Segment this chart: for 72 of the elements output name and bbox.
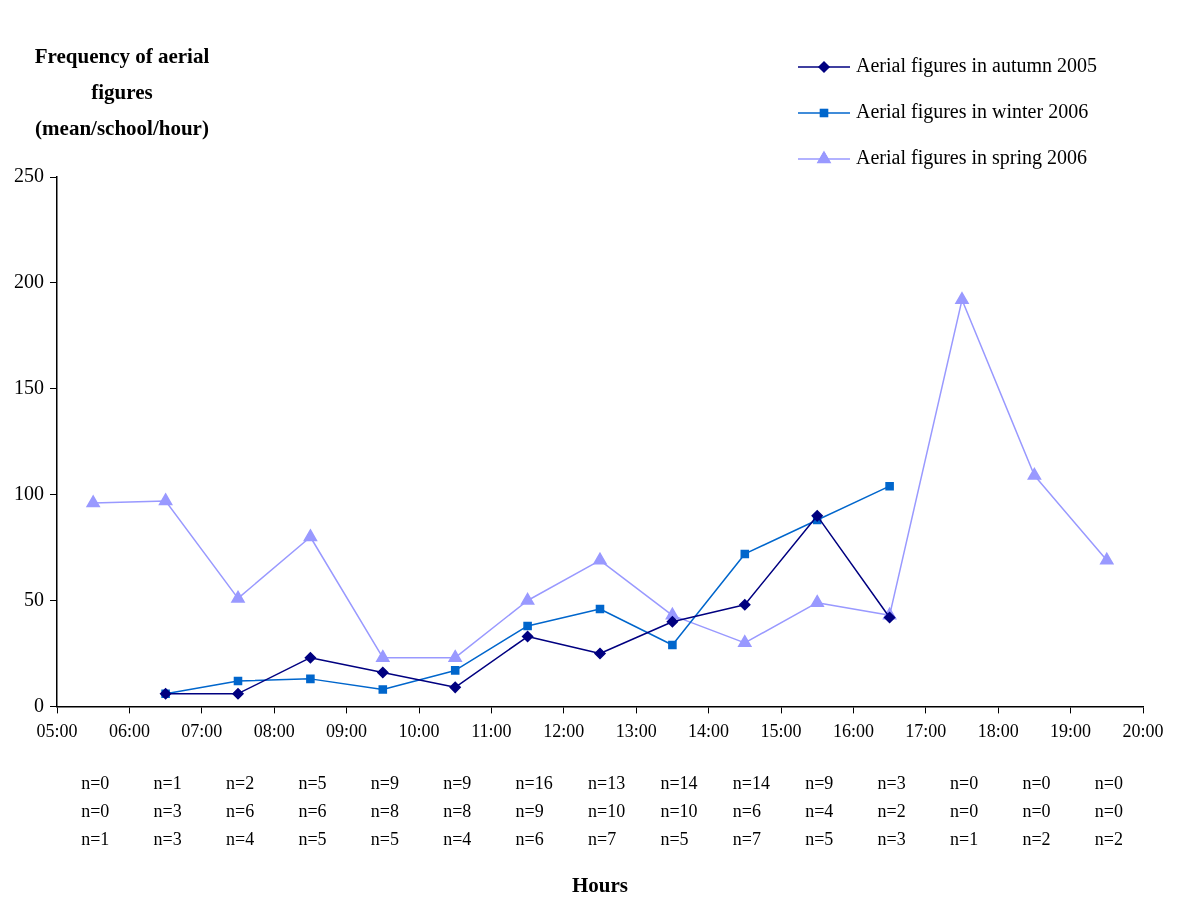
text: n=5: [298, 828, 327, 849]
x-tick-label: 19:00: [1050, 720, 1092, 741]
text: n=3: [153, 828, 182, 849]
x-tick-label: 08:00: [253, 720, 295, 741]
y-tick-label: 50: [24, 587, 44, 610]
text: n=14: [732, 772, 770, 793]
legend-label: Aerial figures in spring 2006: [856, 146, 1088, 170]
legend-label: Aerial figures in winter 2006: [856, 100, 1089, 124]
text: n=7: [588, 828, 617, 849]
text: n=2: [1022, 828, 1051, 849]
y-tick-label: 0: [34, 693, 44, 716]
x-tick-label: 11:00: [471, 720, 512, 741]
y-tick-label: 200: [14, 270, 44, 293]
text: n=9: [515, 800, 544, 821]
text: n=3: [877, 772, 906, 793]
text: n=6: [298, 800, 327, 821]
x-tick-label: 06:00: [108, 720, 150, 741]
text: n=0: [950, 800, 979, 821]
text: n=8: [443, 800, 472, 821]
text: n=10: [588, 800, 626, 821]
text: Hours: [571, 873, 629, 898]
text: n=8: [370, 800, 399, 821]
x-tick-label: 10:00: [398, 720, 440, 741]
text: n=2: [226, 772, 255, 793]
text: n=0: [1022, 772, 1051, 793]
text: n=10: [660, 800, 698, 821]
legend-label: Aerial figures in autumn 2005: [856, 54, 1098, 78]
x-tick-label: 13:00: [615, 720, 657, 741]
text: n=0: [1094, 800, 1123, 821]
text: n=0: [950, 772, 979, 793]
text: n=13: [588, 772, 626, 793]
text: n=0: [1094, 772, 1123, 793]
text: n=5: [660, 828, 689, 849]
text: n=0: [81, 772, 110, 793]
y-tick-label: 250: [14, 164, 44, 187]
y-tick-label: 150: [14, 376, 44, 399]
text: n=7: [732, 828, 761, 849]
text: n=1: [81, 828, 110, 849]
text: n=5: [370, 828, 399, 849]
text: n=6: [732, 800, 761, 821]
x-tick-label: 18:00: [977, 720, 1019, 741]
text: n=2: [877, 800, 906, 821]
text: n=5: [805, 828, 834, 849]
x-tick-label: 09:00: [326, 720, 368, 741]
x-tick-label: 20:00: [1122, 720, 1164, 741]
text: n=9: [805, 772, 834, 793]
text: n=9: [443, 772, 472, 793]
x-tick-label: 16:00: [832, 720, 874, 741]
x-tick-label: 07:00: [181, 720, 223, 741]
text: n=1: [950, 828, 979, 849]
text: n=4: [443, 828, 472, 849]
text: n=2: [1094, 828, 1123, 849]
x-tick-label: 14:00: [688, 720, 730, 741]
text: n=14: [660, 772, 698, 793]
x-tick-label: 15:00: [760, 720, 802, 741]
text: n=9: [370, 772, 399, 793]
text: n=0: [1022, 800, 1051, 821]
text: n=16: [515, 772, 553, 793]
x-tick-label: 12:00: [543, 720, 585, 741]
x-tick-label: 05:00: [36, 720, 78, 741]
text: n=6: [515, 828, 544, 849]
text: n=1: [153, 772, 182, 793]
text: n=4: [805, 800, 834, 821]
text: n=6: [226, 800, 255, 821]
text: n=3: [877, 828, 906, 849]
text: n=4: [226, 828, 255, 849]
text: n=3: [153, 800, 182, 821]
text: n=0: [81, 800, 110, 821]
x-tick-label: 17:00: [905, 720, 947, 741]
text: n=5: [298, 772, 327, 793]
y-axis-title: Frequency of aerial figures (mean/school/hour): [34, 44, 210, 141]
y-tick-label: 100: [14, 481, 44, 504]
